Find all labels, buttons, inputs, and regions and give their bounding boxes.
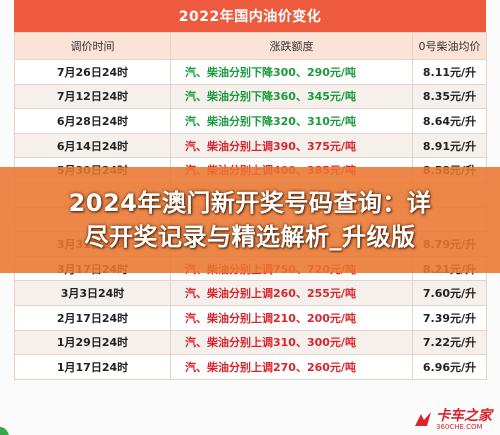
table-row: 2月17日24时 汽、柴油分别上调210、200元/吨 7.39元/升: [14, 304, 487, 331]
change-cell: 汽、柴油分别上调310、300元/吨: [170, 329, 413, 356]
header-price: 0号柴油均价: [412, 32, 487, 60]
table-row: 7月12日24时 汽、柴油分别下降360、345元/吨 8.35元/升: [14, 83, 487, 110]
header-change: 涨跌额度: [170, 32, 413, 60]
price-cell: 7.39元/升: [412, 304, 487, 331]
leaf-icon: [0, 427, 9, 435]
change-cell: 汽、柴油分别下降360、345元/吨: [170, 83, 413, 110]
change-cell: 汽、柴油分别上调390、375元/吨: [170, 132, 413, 159]
table-row: 6月14日24时 汽、柴油分别上调390、375元/吨 8.91元/升: [14, 132, 487, 159]
change-cell: 汽、柴油分别上调260、255元/吨: [170, 280, 413, 306]
truckhome-logo: 卡车之家 360CHE.COM: [392, 407, 492, 433]
change-cell: 汽、柴油分别下降300、290元/吨: [170, 59, 413, 85]
table-row: 3月3日24时 汽、柴油分别上调260、255元/吨 7.60元/升: [14, 280, 487, 306]
overlay-title-line-2: 尽开奖记录与精选解析_升级版: [84, 223, 416, 251]
change-cell: 汽、柴油分别上调210、200元/吨: [170, 304, 413, 331]
table-header-row: 调价时间 涨跌额度 0号柴油均价: [14, 32, 487, 60]
table-row: 6月28日24时 汽、柴油分别下降320、310元/吨 8.64元/升: [14, 108, 487, 134]
header-date: 调价时间: [14, 32, 171, 60]
date-cell: 3月3日24时: [14, 280, 171, 306]
title-overlay-banner: 2024年澳门新开奖号码查询：详 尽开奖记录与精选解析_升级版: [0, 167, 500, 273]
table-title: 2022年国内油价变化: [14, 0, 486, 32]
date-cell: 1月29日24时: [14, 329, 171, 356]
date-cell: 1月17日24时: [14, 354, 171, 380]
logo-sub-text: 360CHE.COM: [436, 423, 483, 431]
price-cell: 7.60元/升: [412, 280, 487, 306]
date-cell: 6月28日24时: [14, 108, 171, 134]
table-row: 1月17日24时 汽、柴油分别上调270、260元/吨 6.96元/升: [14, 354, 487, 380]
price-cell: 8.11元/升: [412, 59, 487, 85]
date-cell: 6月14日24时: [14, 132, 171, 159]
change-cell: 汽、柴油分别上调270、260元/吨: [170, 354, 413, 380]
date-cell: 7月12日24时: [14, 83, 171, 110]
truck-logo-icon: [415, 412, 431, 426]
date-cell: 2月17日24时: [14, 304, 171, 331]
price-cell: 7.22元/升: [412, 329, 487, 356]
price-cell: 8.64元/升: [412, 108, 487, 134]
price-cell: 8.91元/升: [412, 132, 487, 159]
logo-main-text: 卡车之家: [436, 408, 492, 424]
overlay-title-line-1: 2024年澳门新开奖号码查询：详: [68, 189, 432, 217]
change-cell: 汽、柴油分别下降320、310元/吨: [170, 108, 413, 134]
date-cell: 7月26日24时: [14, 59, 171, 85]
price-cell: 6.96元/升: [412, 354, 487, 380]
price-cell: 8.35元/升: [412, 83, 487, 110]
table-row: 7月26日24时 汽、柴油分别下降300、290元/吨 8.11元/升: [14, 59, 487, 85]
table-row: 1月29日24时 汽、柴油分别上调310、300元/吨 7.22元/升: [14, 329, 487, 356]
